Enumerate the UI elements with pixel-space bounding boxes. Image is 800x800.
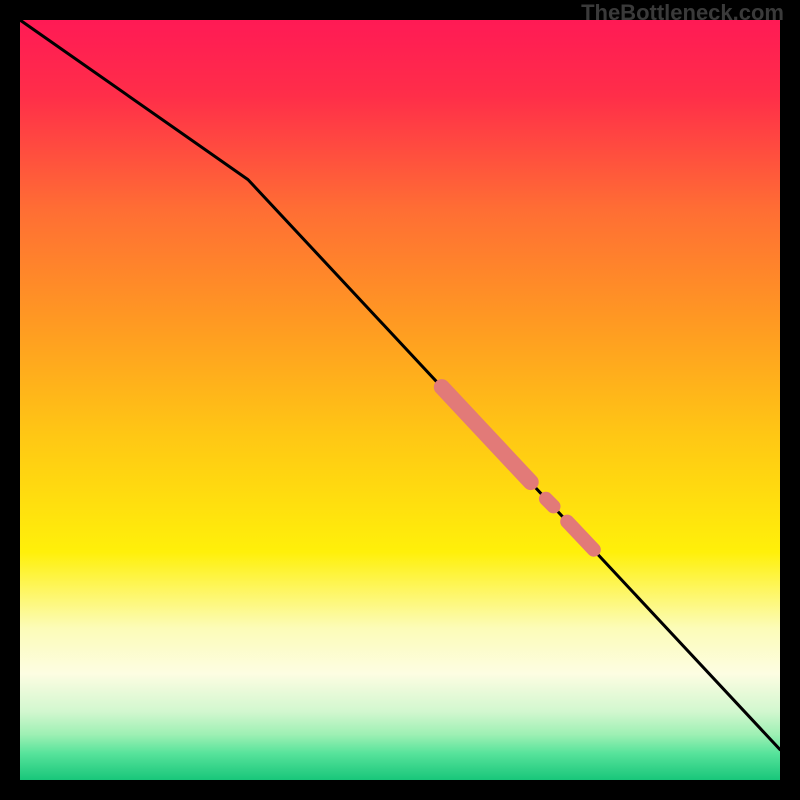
highlight-segment <box>546 499 554 507</box>
attribution-label: TheBottleneck.com <box>581 0 784 26</box>
plot-area <box>20 20 780 780</box>
chart-background <box>20 20 780 780</box>
chart-svg <box>20 20 780 780</box>
